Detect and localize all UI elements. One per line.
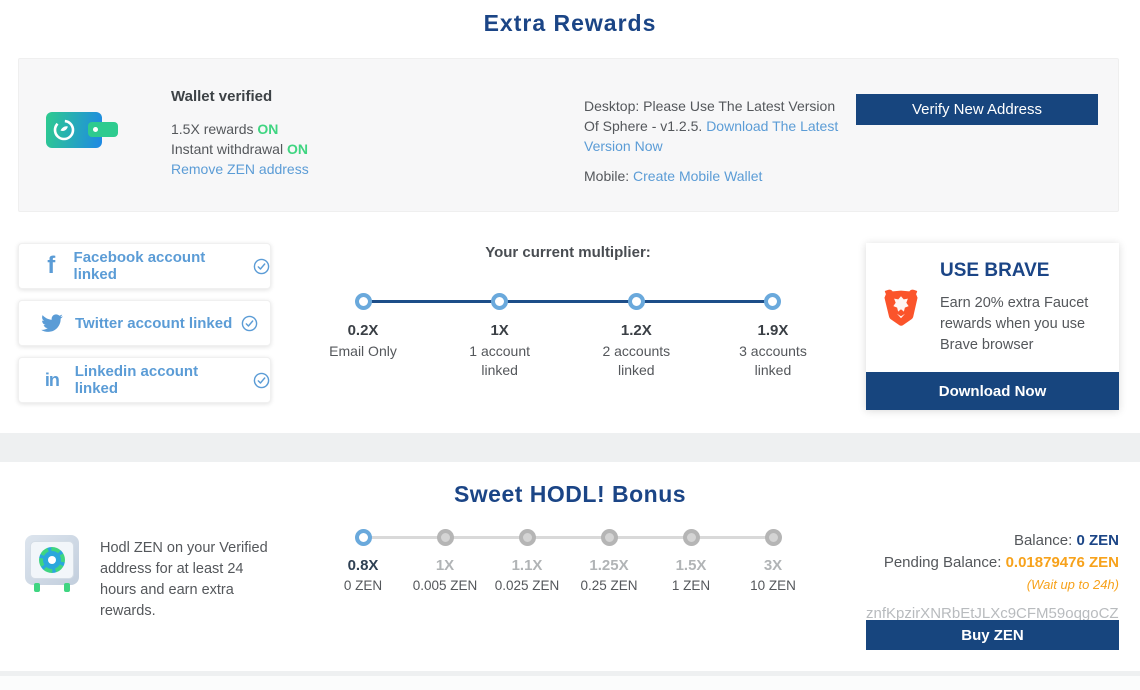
stepper-node: [354, 293, 372, 310]
twitter-icon: [37, 314, 67, 332]
stepper-node: [764, 293, 782, 310]
pending-balance-value: 0.01879476 ZEN: [1005, 554, 1119, 571]
check-circle-icon: [253, 258, 270, 275]
mobile-instructions: Mobile: Create Mobile Wallet: [584, 168, 763, 184]
wallet-instructions: Desktop: Please Use The Latest Version O…: [584, 96, 842, 186]
wallet-clasp: [88, 122, 118, 137]
hodl-step: 3X 10 ZEN: [733, 529, 813, 593]
desktop-instructions-text: Desktop: Please Use The Latest Version O…: [584, 98, 836, 134]
hodl-step: 1.5X 1 ZEN: [651, 529, 731, 593]
stepper-node: [600, 529, 618, 546]
multiplier-step: 0.2X Email Only: [313, 293, 413, 380]
withdrawal-on-badge: ON: [286, 141, 308, 157]
bottom-divider: [0, 671, 1140, 676]
wallet-verified-panel: Wallet verified 1.5X rewards ON Instant …: [18, 58, 1119, 212]
stepper-node: [491, 293, 509, 310]
linkedin-icon: in: [44, 369, 60, 390]
facebook-icon: f: [47, 252, 56, 279]
multiplier-step: 1.2X 2 accounts linked: [586, 293, 686, 380]
hodl-description: Hodl ZEN on your Verified address for at…: [100, 540, 268, 619]
stepper-node: [764, 529, 782, 546]
stepper-node: [682, 529, 700, 546]
remove-zen-address-link[interactable]: Remove ZEN address: [171, 161, 309, 177]
brave-card-text: Earn 20% extra Faucet rewards when you u…: [940, 295, 1089, 353]
rewards-on-badge: ON: [257, 121, 279, 137]
multiplier-heading: Your current multiplier:: [485, 244, 651, 261]
create-mobile-wallet-link[interactable]: Create Mobile Wallet: [633, 168, 763, 184]
balance-line: Balance: 0 ZEN: [1013, 532, 1119, 549]
use-brave-card: USE BRAVE Earn 20% extra Faucet rewards …: [866, 243, 1119, 410]
wallet-icon: [46, 112, 118, 148]
balance-block: Balance: 0 ZEN Pending Balance: 0.018794…: [866, 530, 1119, 622]
multiplier-stepper: 0.2X Email Only 1X 1 account linked 1.2X…: [313, 293, 823, 380]
social-accounts-column: f Facebook account linked Twitter accoun…: [18, 243, 271, 414]
twitter-linked-button[interactable]: Twitter account linked: [18, 300, 271, 346]
multiplier-step: 1X 1 account linked: [450, 293, 550, 380]
rewards-line: 1.5X rewards ON: [171, 121, 279, 137]
wallet-info: Wallet verified 1.5X rewards ON Instant …: [171, 87, 309, 179]
facebook-linked-button[interactable]: f Facebook account linked: [18, 243, 271, 289]
check-circle-icon: [253, 372, 270, 389]
safe-dial: [39, 547, 65, 573]
download-brave-button[interactable]: Download Now: [866, 372, 1119, 410]
linkedin-linked-button[interactable]: in Linkedin account linked: [18, 357, 271, 403]
balance-value: 0 ZEN: [1076, 532, 1119, 549]
stepper-node-active: [354, 529, 372, 546]
stepper-node: [436, 529, 454, 546]
zen-address: znfKpzirXNRbEtJLXc9CFM59oqgoCZ9...: [866, 605, 1119, 622]
stepper-node: [627, 293, 645, 310]
section-divider-band: [0, 433, 1140, 462]
current-multiplier-block: Your current multiplier: 0.2X Email Only…: [313, 244, 823, 380]
verify-new-address-button[interactable]: Verify New Address: [856, 94, 1098, 125]
hodl-stepper-track: [363, 536, 773, 539]
hodl-stepper: 0.8X 0 ZEN 1X 0.005 ZEN 1.1X 0.025 ZEN 1…: [323, 529, 813, 593]
pending-wait-note: (Wait up to 24h): [1026, 577, 1119, 592]
hodl-step: 1X 0.005 ZEN: [405, 529, 485, 593]
page-title: Extra Rewards: [483, 10, 657, 36]
brave-card-title: USE BRAVE: [940, 260, 1050, 281]
hodl-step: 1.1X 0.025 ZEN: [487, 529, 567, 593]
download-latest-version-link[interactable]: Download The Latest Version Now: [584, 118, 839, 154]
stepper-track: [363, 300, 773, 303]
multiplier-step: 1.9X 3 accounts linked: [723, 293, 823, 380]
wallet-status-heading: Wallet verified: [171, 88, 273, 105]
brave-lion-icon: [878, 283, 924, 336]
check-circle-icon: [241, 315, 258, 332]
buy-zen-button[interactable]: Buy ZEN: [866, 620, 1119, 650]
hodl-section-title: Sweet HODL! Bonus: [453, 481, 687, 507]
hodl-step-active: 0.8X 0 ZEN: [323, 529, 403, 593]
stepper-node: [518, 529, 536, 546]
hodl-step: 1.25X 0.25 ZEN: [569, 529, 649, 593]
pending-balance-line: Pending Balance: 0.01879476 ZEN (Wait up…: [883, 554, 1119, 592]
withdrawal-line: Instant withdrawal ON: [171, 141, 308, 157]
safe-icon: [25, 535, 79, 592]
